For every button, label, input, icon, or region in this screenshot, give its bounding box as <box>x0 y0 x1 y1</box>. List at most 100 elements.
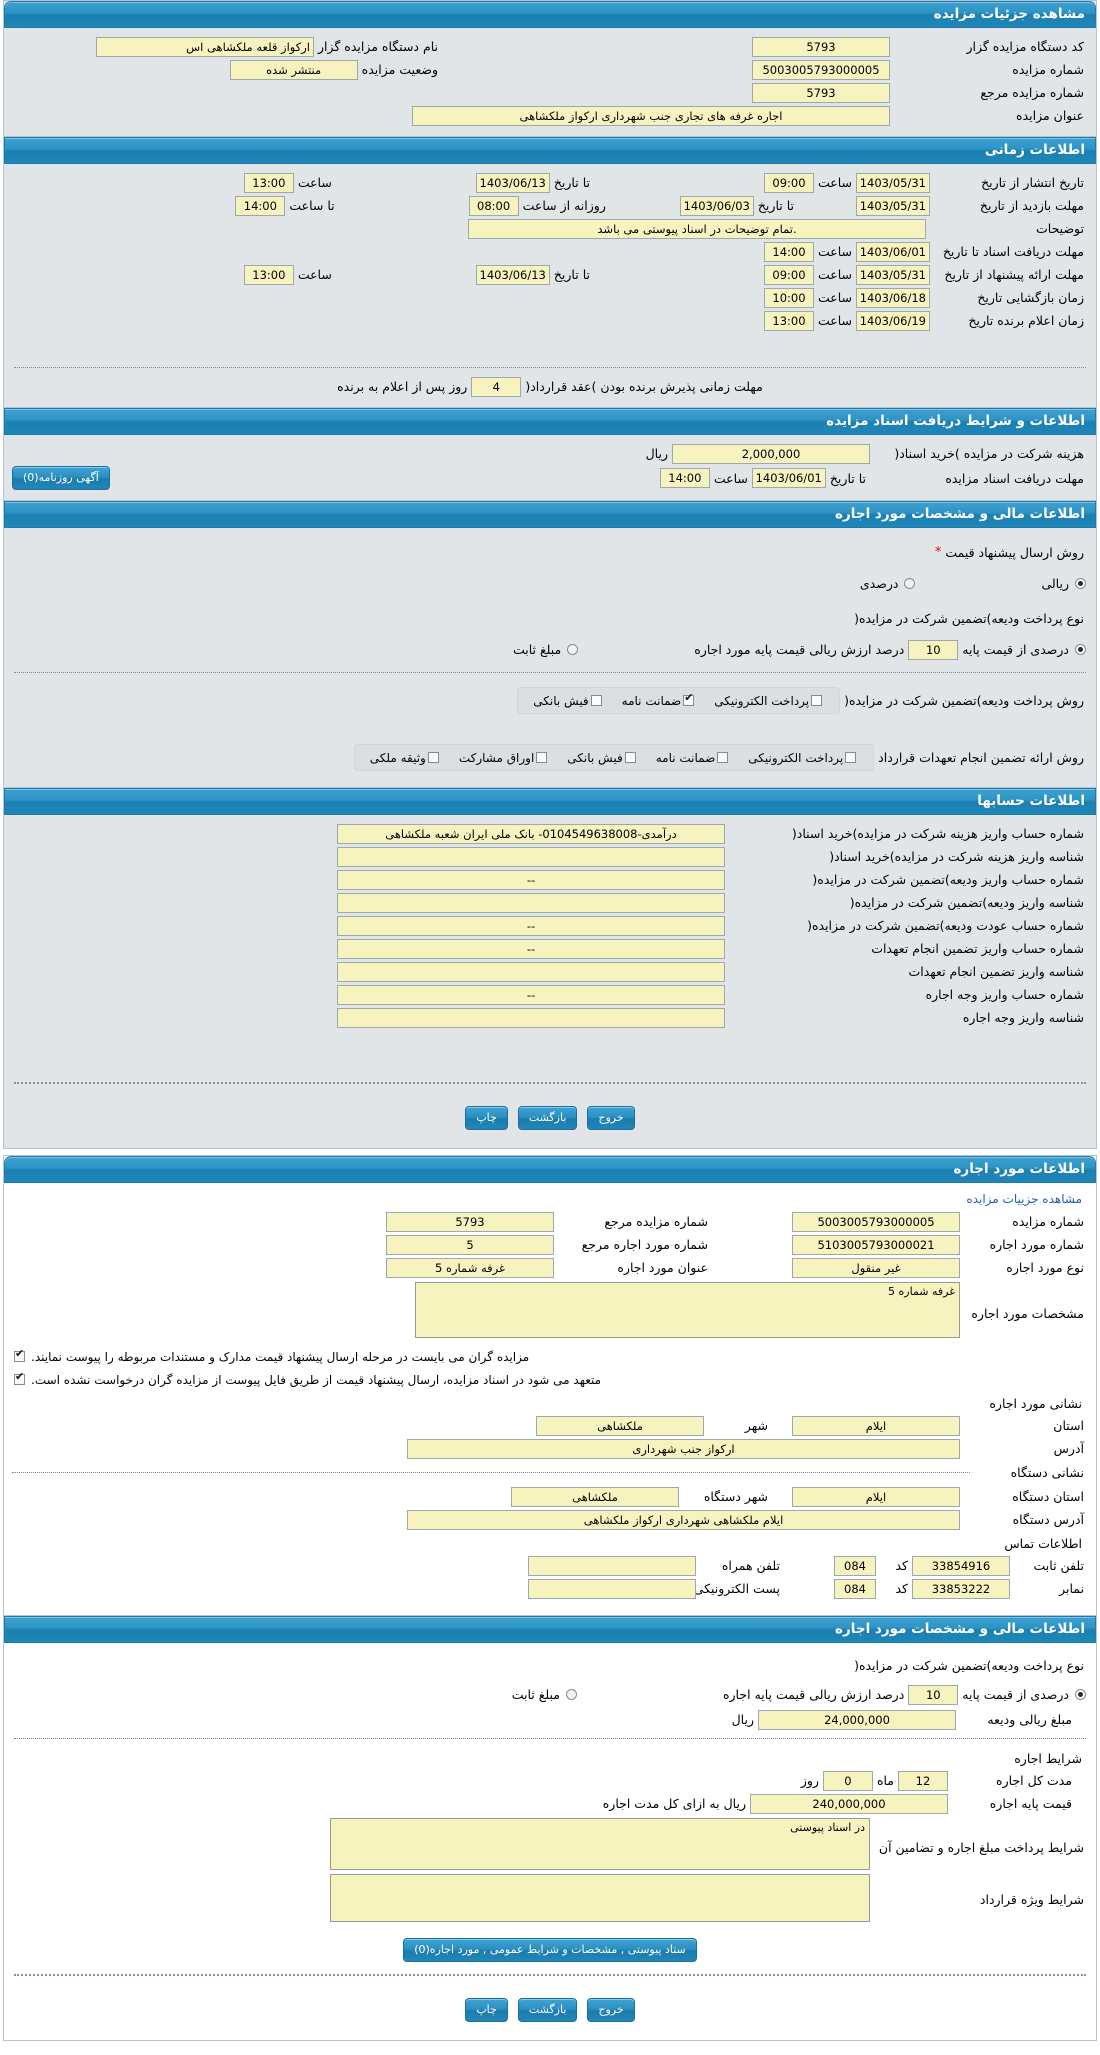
option-bank-receipt[interactable]: فیش بانکی <box>567 751 637 765</box>
address-field[interactable]: ارکواز جنب شهرداری <box>407 1438 960 1459</box>
checkbox-guarantee-letter[interactable] <box>717 752 729 763</box>
view-auction-details-link[interactable]: مشاهده جزییات مزایده <box>966 1192 1082 1206</box>
option-electronic-payment[interactable]: پرداخت الکترونیکی <box>714 694 824 708</box>
option-guarantee-letter[interactable]: ضمانت نامه <box>656 751 731 765</box>
checkbox-participation-bonds[interactable] <box>536 752 548 763</box>
auction-number-field[interactable]: 5003005793000005 <box>792 1211 960 1232</box>
winner-acceptance-days-field[interactable]: 4 <box>471 376 522 397</box>
newspaper-ad-button[interactable]: آگهی روزنامه(0) <box>12 466 110 490</box>
lease-duration-months-field[interactable]: 12 <box>898 1770 948 1791</box>
account-field[interactable] <box>337 846 725 867</box>
descriptions-field[interactable]: .تمام توضیحات در اسناد پیوستی می باشد <box>468 218 926 239</box>
print-button[interactable]: چاپ <box>465 1998 508 2022</box>
deposit-amount-row: مبلغ ریالی ودیعه 24,000,000 ریال <box>12 1709 1088 1730</box>
option-guarantee-letter[interactable]: ضمانت نامه <box>622 692 697 708</box>
back-button[interactable]: بازگشت <box>517 1998 578 2022</box>
fax-field[interactable]: 33853222 <box>912 1578 1010 1599</box>
checkbox-electronic-payment[interactable] <box>845 752 857 763</box>
publish-to-time-field[interactable]: 13:00 <box>243 172 294 193</box>
org-city-field[interactable]: ملکشاهی <box>511 1486 679 1507</box>
account-field[interactable] <box>337 1007 725 1028</box>
opening-time-field[interactable]: 10:00 <box>763 287 814 308</box>
checkbox-statement-no-file-offer[interactable] <box>14 1371 25 1385</box>
auction-number-field[interactable]: 5003005793000005 <box>752 59 890 80</box>
offer-from-date-field[interactable]: 1403/05/31 <box>856 264 930 285</box>
account-field[interactable] <box>337 892 725 913</box>
docs-receive-date-field[interactable]: 1403/06/01 <box>856 241 930 262</box>
org-address-field[interactable]: ایلام ملکشاهی شهرداری ارکواز ملکشاهی <box>407 1509 960 1530</box>
ref-lease-number-field[interactable]: 5 <box>386 1234 554 1255</box>
fax-code-field[interactable]: 084 <box>834 1578 876 1599</box>
print-button[interactable]: چاپ <box>465 1106 508 1130</box>
visit-to-time-field[interactable]: 14:00 <box>235 195 286 216</box>
account-field[interactable]: -- <box>337 938 725 959</box>
lease-duration-days-field[interactable]: 0 <box>822 1770 873 1791</box>
publish-from-time-field[interactable]: 09:00 <box>763 172 814 193</box>
radio-percent[interactable] <box>904 578 916 589</box>
email-field[interactable] <box>528 1578 696 1599</box>
exit-button[interactable]: خروج <box>587 1106 635 1130</box>
winner-announce-time-field[interactable]: 13:00 <box>763 310 814 331</box>
auction-title-field[interactable]: اجاره غرفه های تجاری جنب شهرداری ارکواز … <box>412 105 890 126</box>
deposit-percent-field[interactable]: 10 <box>908 639 959 660</box>
option-participation-bonds[interactable]: اوراق مشارکت <box>459 751 549 765</box>
visit-to-date-field[interactable]: 1403/06/03 <box>679 195 754 216</box>
publish-to-date-field[interactable]: 1403/06/13 <box>475 172 550 193</box>
radio-deposit-fixed[interactable] <box>567 644 579 655</box>
account-field[interactable]: -- <box>337 984 725 1005</box>
payment-terms-textarea[interactable]: در اسناد پیوستی <box>330 1818 870 1870</box>
docs-receive-time-field[interactable]: 14:00 <box>763 241 814 262</box>
lease-title-field[interactable]: غرفه شماره 5 <box>386 1257 554 1278</box>
winner-announce-date-field[interactable]: 1403/06/19 <box>856 310 930 331</box>
deposit-amount-field[interactable]: 24,000,000 <box>758 1709 956 1730</box>
offer-to-date-field[interactable]: 1403/06/13 <box>475 264 550 285</box>
account-field[interactable]: درآمدی-0104549638008- بانک ملی ایران شعب… <box>337 823 725 844</box>
radio-deposit-percent[interactable] <box>1075 1689 1086 1700</box>
checkbox-bank-receipt[interactable] <box>590 695 602 706</box>
radio-deposit-percent[interactable] <box>1075 644 1086 655</box>
opening-date-field[interactable]: 1403/06/18 <box>856 287 930 308</box>
ref-auction-number-field[interactable]: 5793 <box>752 82 890 103</box>
city-field[interactable]: ملکشاهی <box>536 1415 704 1436</box>
checkbox-guarantee-letter[interactable] <box>683 692 695 706</box>
deposit-payment-method-label: روش پرداخت ودیعه)تضمین شرکت در مزایده( <box>844 693 1084 708</box>
account-field[interactable]: -- <box>337 869 725 890</box>
visit-daily-from-time-field[interactable]: 08:00 <box>468 195 519 216</box>
option-electronic-payment[interactable]: پرداخت الکترونیکی <box>748 751 858 765</box>
auction-status-field[interactable]: منتشر شده <box>229 59 358 80</box>
docs-deadline-date-field[interactable]: 1403/06/01 <box>751 468 826 488</box>
docs-deadline-time-field[interactable]: 14:00 <box>659 468 710 488</box>
radio-rial[interactable] <box>1075 578 1086 589</box>
org-code-field[interactable]: 5793 <box>752 36 890 57</box>
radio-deposit-fixed[interactable] <box>565 1689 577 1700</box>
attachments-button[interactable]: ستاد پیوستی , مشخصات و شرایط عمومی , مور… <box>403 1938 697 1962</box>
account-field[interactable]: -- <box>337 915 725 936</box>
checkbox-electronic-payment[interactable] <box>811 695 823 706</box>
base-price-field[interactable]: 240,000,000 <box>750 1793 948 1814</box>
org-province-field[interactable]: ایلام <box>792 1486 960 1507</box>
checkbox-bank-receipt[interactable] <box>624 752 636 763</box>
province-field[interactable]: ایلام <box>792 1415 960 1436</box>
publish-from-date-field[interactable]: 1403/05/31 <box>856 172 930 193</box>
checkbox-statement-attachments[interactable] <box>14 1348 25 1362</box>
tel-code-field[interactable]: 084 <box>834 1555 876 1576</box>
special-terms-textarea[interactable] <box>330 1874 870 1922</box>
checkbox-property-deed[interactable] <box>427 752 439 763</box>
deposit-percent-field[interactable]: 10 <box>908 1684 959 1705</box>
mobile-field[interactable] <box>528 1555 696 1576</box>
lease-specs-textarea[interactable]: غرفه شماره 5 <box>415 1282 960 1338</box>
org-name-field[interactable]: ارکواز قلعه ملکشاهی اس <box>95 36 314 57</box>
lease-type-field[interactable]: غیر منقول <box>792 1257 960 1278</box>
ref-auction-number-field[interactable]: 5793 <box>386 1211 554 1232</box>
option-bank-receipt[interactable]: فیش بانکی <box>533 694 603 708</box>
participation-fee-field[interactable]: 2,000,000 <box>672 443 870 464</box>
offer-to-time-field[interactable]: 13:00 <box>243 264 294 285</box>
visit-from-date-field[interactable]: 1403/05/31 <box>856 195 930 216</box>
back-button[interactable]: بازگشت <box>517 1106 578 1130</box>
lease-number-field[interactable]: 5103005793000021 <box>792 1234 960 1255</box>
exit-button[interactable]: خروج <box>587 1998 635 2022</box>
tel-field[interactable]: 33854916 <box>912 1555 1010 1576</box>
offer-from-time-field[interactable]: 09:00 <box>763 264 814 285</box>
account-field[interactable] <box>337 961 725 982</box>
option-property-deed[interactable]: وثیقه ملکی <box>370 751 441 765</box>
